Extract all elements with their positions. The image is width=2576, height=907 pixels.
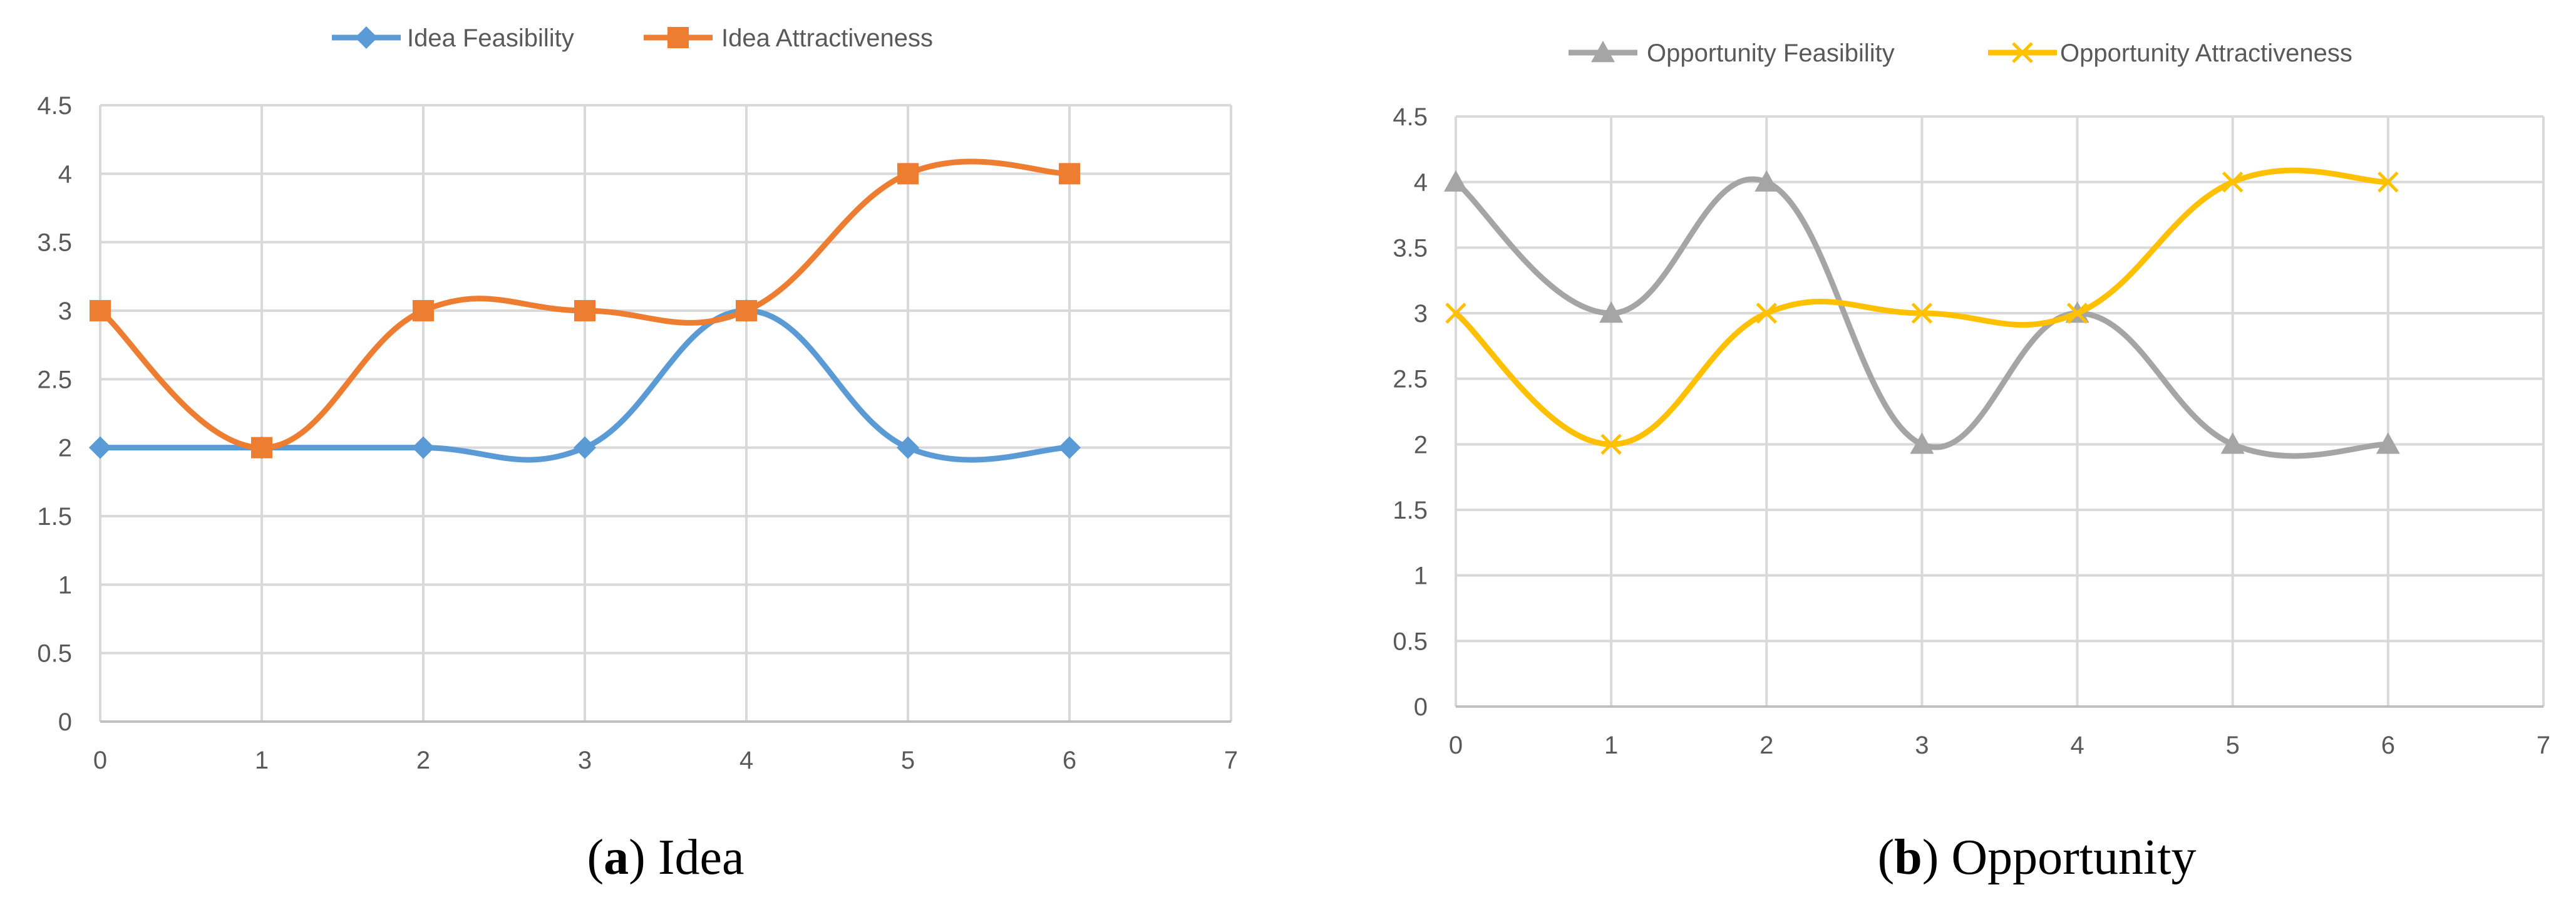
x-tick-label: 7 [1224,747,1238,774]
series-opportunity-feasibility [1444,170,2400,459]
x-tick-label: 5 [901,747,915,774]
legend-item-idea-feasibility: Idea Feasibility [332,24,574,52]
legend-label: Idea Feasibility [407,24,574,52]
data-point-idea-feasibility [1058,436,1081,459]
legend: Opportunity Feasibility Opportunity Attra… [1569,39,2352,67]
y-tick-label: 4.5 [37,92,72,120]
data-point-opportunity-feasibility [1599,301,1624,323]
data-point-idea-feasibility [574,436,596,459]
data-point-opportunity-feasibility [2220,432,2245,454]
data-point-idea-attractiveness [90,300,111,321]
data-point-opportunity-feasibility [2376,432,2400,454]
chart-opportunity: 0 0.5 1 1.5 2 2.5 3 3.5 4 4.5 0 1 2 3 4 5 6 7 Opportunity … [1393,39,2550,885]
legend-label: Opportunity Feasibility [1647,39,1895,67]
data-point-idea-attractiveness [413,300,434,321]
legend-marker [667,27,689,48]
y-tick-label: 3.5 [37,229,72,257]
x-tick-label: 2 [1759,732,1773,759]
y-tick-label: 1.5 [37,503,72,531]
y-tick-label: 4 [58,160,72,188]
y-tick-label: 1.5 [1393,497,1428,524]
x-tick-label: 6 [2381,732,2395,759]
y-tick-label: 3 [1414,300,1428,328]
y-tick-label: 3.5 [1393,234,1428,262]
y-tick-label: 3 [58,298,72,325]
legend-item-opportunity-feasibility: Opportunity Feasibility [1569,39,1895,67]
caption-opportunity: (b) Opportunity [1878,830,2197,885]
x-tick-label: 3 [1915,732,1929,759]
legend-label: Idea Attractiveness [721,24,933,52]
legend-item-idea-attractiveness: Idea Attractiveness [644,24,933,52]
legend-marker [355,26,378,49]
legend-label: Opportunity Attractiveness [2060,39,2352,67]
data-point-opportunity-attractiveness [1600,433,1622,455]
series-idea-attractiveness [90,158,1080,459]
x-tick-label: 0 [1449,732,1463,759]
x-tick-label: 6 [1063,747,1076,774]
x-tick-label: 1 [1604,732,1618,759]
y-tick-label: 4 [1414,169,1428,197]
chart-idea: 0 0.5 1 1.5 2 2.5 3 3.5 4 4.5 0 1 2 3 4 5 6 7 Idea Feasibi… [37,24,1238,885]
y-tick-label: 0 [58,708,72,736]
x-tick-label: 0 [93,747,107,774]
legend-item-opportunity-attractiveness: Opportunity Attractiveness [1988,39,2352,67]
data-point-opportunity-attractiveness [1911,303,1933,324]
x-tick-label: 7 [2537,732,2550,759]
y-tick-label: 2.5 [37,366,72,393]
y-tick-label: 1 [58,571,72,599]
data-point-idea-attractiveness [897,163,919,185]
data-point-opportunity-feasibility [1444,170,1468,192]
data-point-idea-feasibility [89,436,111,459]
y-tick-label: 0.5 [1393,628,1428,655]
data-point-opportunity-attractiveness [2378,171,2399,193]
legend: Idea Feasibility Idea Attractiveness [332,24,933,52]
y-tick-label: 1 [1414,562,1428,590]
x-tick-label: 4 [739,747,753,774]
x-tick-label: 5 [2226,732,2240,759]
data-point-idea-feasibility [897,436,919,459]
x-tick-label: 4 [2070,732,2084,759]
data-point-opportunity-feasibility [1754,170,1779,192]
data-point-opportunity-attractiveness [1445,303,1466,324]
x-tick-label: 1 [255,747,269,774]
gridlines [1455,115,2545,708]
data-point-idea-attractiveness [1059,163,1080,185]
x-tick-label: 3 [578,747,592,774]
data-point-idea-attractiveness [251,437,272,459]
legend-marker [1591,41,1615,63]
data-point-opportunity-attractiveness [2066,303,2088,324]
legend-marker [2012,42,2033,63]
data-point-opportunity-feasibility [1910,432,1934,454]
y-tick-label: 2 [58,435,72,462]
data-point-opportunity-attractiveness [1756,303,1778,324]
y-tick-label: 2.5 [1393,366,1428,393]
data-point-opportunity-attractiveness [2222,171,2244,193]
data-point-idea-attractiveness [736,300,757,321]
y-tick-label: 0 [1414,693,1428,721]
caption-idea: (a) Idea [587,830,744,885]
y-tick-label: 0.5 [37,640,72,668]
gridlines [99,104,1232,723]
series-opportunity-attractiveness [1445,167,2399,455]
data-point-idea-attractiveness [574,300,595,321]
x-tick-label: 2 [416,747,430,774]
data-point-idea-feasibility [412,436,435,459]
y-tick-label: 4.5 [1393,103,1428,131]
y-tick-label: 2 [1414,431,1428,459]
